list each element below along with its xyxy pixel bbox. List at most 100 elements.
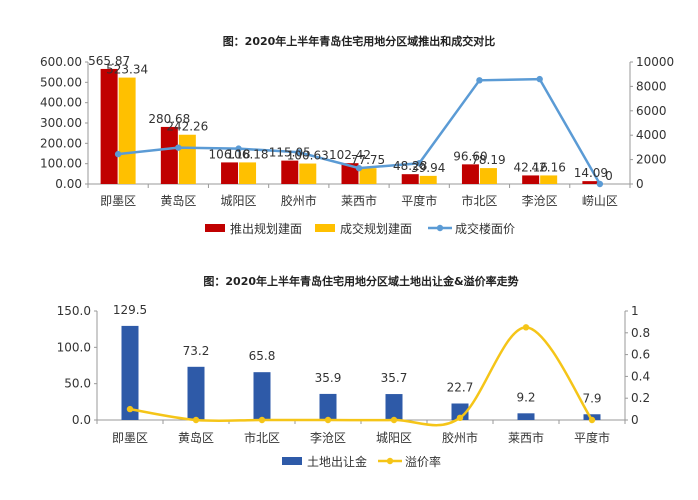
right-axis-tick-label: 8000 xyxy=(636,79,667,93)
legend-label: 土地出让金 xyxy=(307,454,367,469)
data-label: 565.87 xyxy=(88,54,130,68)
line-point-1-成交楼面价 xyxy=(175,144,182,151)
data-label: 96.60 xyxy=(453,149,487,163)
left-axis-tick-label: 0.0 xyxy=(72,413,91,427)
left-axis-tick-label: 150.0 xyxy=(57,304,91,318)
right-axis-tick-label: 0.8 xyxy=(631,326,650,340)
data-label: 129.5 xyxy=(113,303,147,317)
bar-1-推出规划建面 xyxy=(160,126,178,184)
line-point-2-溢价率 xyxy=(192,416,200,424)
category-label: 市北区 xyxy=(244,430,280,445)
bar-2-土地出让金 xyxy=(187,366,205,420)
line-point-2-溢价率 xyxy=(456,414,464,422)
category-label: 即墨区 xyxy=(100,194,136,208)
line-point-2-溢价率 xyxy=(258,416,266,424)
bar-1-成交规划建面 xyxy=(239,162,257,184)
bar-1-推出规划建面 xyxy=(281,160,299,184)
right-axis-tick-label: 10000 xyxy=(636,55,674,69)
category-label: 黄岛区 xyxy=(160,193,196,208)
data-label: 9.2 xyxy=(516,390,535,404)
legend-label: 推出规划建面 xyxy=(230,221,302,236)
category-label: 胶州市 xyxy=(442,430,478,445)
line-point-1-成交楼面价 xyxy=(536,75,543,83)
category-label: 市北区 xyxy=(461,193,497,208)
data-label: 35.7 xyxy=(381,371,408,385)
category-label: 即墨区 xyxy=(112,431,148,445)
line-point-2-溢价率 xyxy=(390,416,398,424)
right-axis-tick-label: 0 xyxy=(636,177,644,191)
category-label: 城阳区 xyxy=(221,194,257,208)
right-axis-tick-label: 0.4 xyxy=(631,369,650,383)
data-label: 523.34 xyxy=(106,63,148,77)
bar-2-土地出让金 xyxy=(451,403,469,420)
bar-1-推出规划建面 xyxy=(401,174,419,184)
data-label: 42.16 xyxy=(531,160,565,174)
bar-2-土地出让金 xyxy=(385,394,403,420)
bar-1-成交规划建面 xyxy=(299,163,317,184)
line-point-2-溢价率 xyxy=(324,416,332,424)
line-point-1-成交楼面价 xyxy=(476,77,483,84)
category-label: 莱西市 xyxy=(341,193,377,208)
line-point-1-成交楼面价 xyxy=(114,150,122,158)
data-label: 7.9 xyxy=(582,391,601,405)
data-label: 39.94 xyxy=(411,161,445,175)
chart-1-title: 图：2020年上半年青岛住宅用地分区域推出和成交对比 xyxy=(223,34,496,48)
chart-2-title: 图：2020年上半年青岛住宅用地分区域土地出让金&溢价率走势 xyxy=(203,274,518,288)
line-point-2-溢价率 xyxy=(522,324,530,331)
category-label: 城阳区 xyxy=(376,431,412,445)
left-axis-tick-label: 200.00 xyxy=(40,136,82,150)
left-axis-tick-label: 600.00 xyxy=(40,55,82,69)
category-label: 胶州市 xyxy=(281,193,317,208)
left-axis-tick-label: 300.00 xyxy=(40,116,82,130)
data-label: 22.7 xyxy=(447,381,474,395)
data-label: 242.26 xyxy=(166,120,208,134)
data-label: 115.05 xyxy=(269,146,311,160)
data-label: 48.28 xyxy=(393,159,427,173)
data-label: 0 xyxy=(605,169,613,183)
data-label: 77.75 xyxy=(351,153,385,167)
data-label: 73.2 xyxy=(183,344,210,358)
right-axis-tick-label: 4000 xyxy=(636,128,667,142)
data-label: 106.18 xyxy=(209,147,251,161)
bar-1-成交规划建面 xyxy=(178,134,196,184)
right-axis-tick-label: 0.6 xyxy=(631,348,650,362)
right-axis-tick-label: 1 xyxy=(631,304,639,318)
legend-label: 溢价率 xyxy=(405,454,441,469)
category-label: 平度市 xyxy=(401,193,437,208)
category-label: 莱西市 xyxy=(508,430,544,445)
bar-1-推出规划建面 xyxy=(221,162,239,184)
legend-swatch xyxy=(315,224,335,232)
right-axis-tick-label: 0 xyxy=(631,413,639,427)
legend-swatch-marker xyxy=(386,457,394,465)
bar-1-推出规划建面 xyxy=(341,163,359,184)
category-label: 平度市 xyxy=(574,430,610,445)
line-point-1-成交楼面价 xyxy=(596,180,604,188)
left-axis-tick-label: 400.00 xyxy=(40,96,82,110)
data-label: 100.63 xyxy=(287,149,329,163)
right-axis-tick-label: 2000 xyxy=(636,153,667,167)
category-label: 崂山区 xyxy=(582,194,618,208)
data-label: 280.68 xyxy=(148,112,190,126)
bar-2-土地出让金 xyxy=(121,325,139,420)
legend-swatch xyxy=(205,224,225,232)
data-label: 78.19 xyxy=(471,153,505,167)
category-label: 李沧区 xyxy=(310,430,346,445)
line-point-2-溢价率 xyxy=(588,416,596,424)
bar-2-土地出让金 xyxy=(253,372,271,420)
right-axis-tick-label: 6000 xyxy=(636,104,667,118)
line-point-1-成交楼面价 xyxy=(295,149,302,156)
bar-1-成交规划建面 xyxy=(359,168,377,184)
bar-1-成交规划建面 xyxy=(118,77,136,184)
line-point-1-成交楼面价 xyxy=(235,145,242,152)
legend-swatch-marker xyxy=(436,224,444,232)
legend-swatch xyxy=(282,457,302,465)
right-axis-tick-label: 0.2 xyxy=(631,391,650,405)
line-point-1-成交楼面价 xyxy=(355,164,363,172)
legend-label: 成交楼面价 xyxy=(455,221,515,236)
left-axis-tick-label: 100.0 xyxy=(57,340,91,354)
legend-label: 成交规划建面 xyxy=(340,221,412,236)
bar-1-成交规划建面 xyxy=(419,175,437,184)
left-axis-tick-label: 0.00 xyxy=(55,177,82,191)
